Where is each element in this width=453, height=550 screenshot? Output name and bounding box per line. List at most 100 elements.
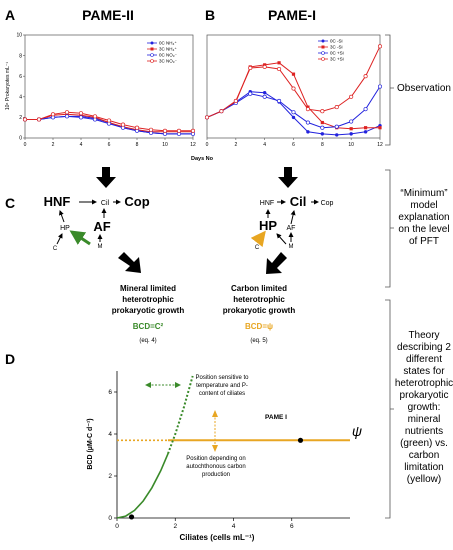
right-orange-arrow-c-hp (250, 230, 266, 248)
legend-label: 0C -Si (330, 39, 343, 44)
theory-line-10: (green) vs. (400, 438, 448, 449)
theory-line-3: different (406, 354, 442, 365)
plot-a-ylabel: 10⁶ Prokaryotes mL⁻¹ (5, 62, 11, 111)
d-ytick-label: 0 (108, 515, 112, 522)
data-point (79, 113, 83, 117)
minimum-line-3: explanation (398, 212, 449, 223)
data-point (363, 130, 368, 134)
minimum-line-5: of PFT (409, 236, 439, 247)
arrow-down-a (96, 167, 116, 188)
xtick-label: 0 (206, 142, 209, 148)
observation-label: Observation (397, 83, 451, 94)
xtick-label: 6 (108, 142, 111, 148)
left-hp: HP (60, 225, 70, 232)
mineral-line-1: Mineral limited (120, 284, 176, 293)
data-point (262, 90, 267, 95)
legend-label: 3C +Si (330, 57, 344, 62)
orange-double-arrow (212, 410, 218, 452)
data-point (349, 94, 354, 99)
bcd-curve-solid (116, 453, 169, 519)
data-point (291, 86, 296, 91)
right-hp: HP (259, 218, 277, 233)
note-bottom-line-1: Position depending on (186, 456, 245, 462)
shared-xlabel: Days No (191, 156, 214, 162)
xtick-label: 8 (136, 142, 139, 148)
xtick-label: 12 (377, 142, 383, 148)
theory-line-4: states for (403, 366, 445, 377)
carbon-line-1: Carbon limited (231, 284, 287, 293)
left-cop: Cop (124, 194, 149, 209)
right-cil: Cil (290, 194, 307, 209)
data-point (120, 122, 126, 127)
d-data-point (297, 437, 304, 443)
carbon-bcd: BCD=ψ (245, 322, 273, 331)
psi-label: ψ (352, 423, 362, 439)
ytick-label: 0 (19, 136, 22, 142)
data-point (248, 65, 253, 71)
data-point (334, 105, 339, 110)
theory-line-11: carbon (409, 450, 440, 461)
xtick-label: 10 (348, 142, 354, 148)
panel-b-title: PAME-I (268, 7, 316, 23)
xtick-label: 10 (162, 142, 168, 148)
data-point (106, 118, 112, 123)
xtick-label: 4 (80, 142, 83, 148)
note-top-line-1: Position sensitive to (195, 375, 249, 381)
food-web-right: HNF Cil Cop HP AF C M (250, 194, 334, 251)
legend-marker (150, 53, 154, 57)
data-point (162, 128, 168, 133)
theory-bracket (385, 299, 394, 519)
right-arrow-af-cil (290, 210, 296, 225)
mineral-line-3: prokaryotic growth (112, 306, 185, 315)
xtick-label: 8 (321, 142, 324, 148)
ytick-label: 8 (19, 53, 22, 59)
left-cil: Cil (101, 200, 110, 207)
xtick-label: 12 (190, 142, 196, 148)
d-xtick-label: 4 (232, 523, 236, 530)
data-point (262, 64, 267, 69)
xtick-label: 4 (263, 142, 266, 148)
arrow-diag-left (118, 252, 141, 273)
orange-arrow-down-head (212, 445, 218, 452)
d-ytick-label: 2 (108, 473, 112, 480)
data-point (291, 115, 296, 120)
note-bottom-line-2: autochthonous carbon (186, 464, 245, 470)
series-line (206, 46, 381, 118)
data-point (378, 126, 382, 130)
data-point (305, 107, 310, 112)
xtick-label: 0 (24, 142, 27, 148)
right-hnf: HNF (260, 200, 274, 207)
bcd-curve-dotted (167, 375, 194, 455)
observation-bracket (385, 34, 394, 146)
data-point (320, 125, 325, 130)
data-point (148, 127, 154, 132)
d-data-point (128, 514, 135, 520)
carbon-line-3: prokaryotic growth (223, 306, 296, 315)
panel-a-letter: A (5, 7, 15, 23)
data-point (263, 63, 267, 67)
theory-line-7: growth: (408, 402, 441, 413)
left-arrow-hp-hnf (59, 210, 65, 223)
theory-line-13: (yellow) (407, 474, 441, 485)
legend-marker (150, 47, 154, 51)
arrow-diag-right (266, 252, 287, 274)
note-bottom-line-3: production (202, 472, 230, 478)
data-point (277, 98, 282, 103)
legend-marker (150, 41, 154, 45)
minimum-bracket (385, 169, 394, 288)
data-point (204, 115, 210, 120)
right-m: M (289, 244, 294, 250)
carbon-limited-block: Carbon limited heterotrophic prokaryotic… (223, 284, 296, 344)
ytick-label: 4 (19, 95, 22, 101)
left-green-arrow-m-hp (69, 230, 91, 246)
right-c: C (255, 245, 260, 251)
data-point (134, 125, 140, 130)
data-point (320, 132, 325, 136)
mineral-line-2: heterotrophic (122, 295, 174, 304)
data-point (36, 117, 42, 122)
theory-line-2: describing 2 (397, 342, 451, 353)
plot-d-ylabel: BCD (µM-C d⁻¹) (87, 418, 94, 469)
minimum-line-2: model (410, 200, 437, 211)
pame-i-label: PAME I (265, 414, 287, 421)
legend-marker (150, 59, 154, 63)
